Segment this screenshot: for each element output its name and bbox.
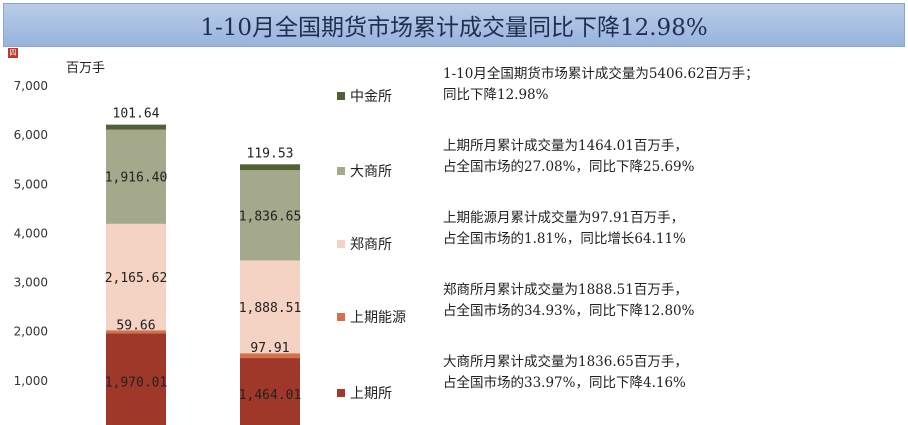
legend-label: 上期能源 xyxy=(350,310,406,326)
data-label: 59.66 xyxy=(116,318,155,333)
bar-segment xyxy=(106,223,166,331)
bar-segment xyxy=(240,170,300,261)
note-shfe: 上期所月累计成交量为1464.01百万手， 占全国市场的27.08%，同比下降2… xyxy=(443,138,695,175)
page-title: 1-10月全国期货市场累计成交量同比下降12.98% xyxy=(200,15,708,41)
note-total: 1-10月全国期货市场累计成交量为5406.62百万手； 同比下降12.98% xyxy=(443,66,759,103)
y-tick-label: 5,000 xyxy=(14,177,48,191)
legend-swatch xyxy=(337,313,345,321)
y-tick-label: 3,000 xyxy=(14,276,48,290)
y-tick-label: 7,000 xyxy=(14,79,48,93)
bar-segment xyxy=(106,330,166,334)
notes-panel: 1-10月全国期货市场累计成交量为5406.62百万手； 同比下降12.98% … xyxy=(443,64,903,424)
y-axis-unit-label: 百万手 xyxy=(66,61,105,76)
data-label: 2,165.62 xyxy=(105,271,168,286)
data-label: 1,464.01 xyxy=(239,388,302,403)
bar-segment xyxy=(106,124,166,130)
bar-segment xyxy=(240,358,300,425)
legend-label: 郑商所 xyxy=(350,237,392,253)
y-tick-label: 4,000 xyxy=(14,226,48,240)
data-label: 119.53 xyxy=(247,146,294,161)
legend-swatch xyxy=(337,389,345,397)
bar-segment xyxy=(240,353,300,359)
stacked-bar-chart: 百万手 1,0002,0003,0004,0005,0006,0007,000 … xyxy=(14,61,406,425)
legend-label: 中金所 xyxy=(350,89,392,105)
data-label: 1,836.65 xyxy=(239,209,302,224)
data-label: 97.91 xyxy=(250,341,289,356)
title-banner: 1-10月全国期货市场累计成交量同比下降12.98% xyxy=(3,3,905,47)
legend-label: 大商所 xyxy=(350,164,392,180)
legend-swatch xyxy=(337,240,345,248)
legend-swatch xyxy=(337,92,345,100)
data-label: 1,888.51 xyxy=(239,301,302,316)
legend-swatch xyxy=(337,167,345,175)
y-tick-label: 1,000 xyxy=(14,374,48,388)
note-dce: 大商所月累计成交量为1836.65百万手， 占全国市场的33.97%，同比下降4… xyxy=(443,354,688,391)
bar-segment xyxy=(240,260,300,354)
bar-segment xyxy=(240,164,300,171)
y-tick-label: 2,000 xyxy=(14,325,48,339)
bar-segment xyxy=(106,129,166,224)
note-czce: 郑商所月累计成交量为1888.51百万手， 占全国市场的34.93%，同比下降1… xyxy=(443,282,695,319)
data-label: 1,970.01 xyxy=(105,376,168,391)
bar-segment xyxy=(106,333,166,425)
legend-label: 上期所 xyxy=(350,386,392,402)
data-label: 101.64 xyxy=(113,107,160,122)
y-tick-label: 6,000 xyxy=(14,128,48,142)
note-ine: 上期能源月累计成交量为97.91百万手， 占全国市场的1.81%，同比增长64.… xyxy=(443,210,686,247)
data-label: 1,916.40 xyxy=(105,171,168,186)
logo-badge: 四 xyxy=(8,48,18,58)
